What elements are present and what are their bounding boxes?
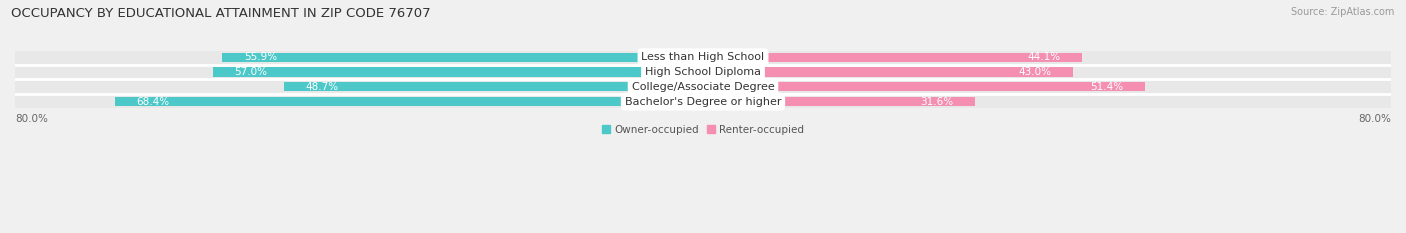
Text: 44.1%: 44.1% [1028, 52, 1060, 62]
Bar [15, 81, 1391, 93]
Bar [703, 68, 1073, 77]
Text: 55.9%: 55.9% [243, 52, 277, 62]
Text: 31.6%: 31.6% [920, 97, 953, 107]
Text: Bachelor's Degree or higher: Bachelor's Degree or higher [624, 97, 782, 107]
Text: College/Associate Degree: College/Associate Degree [631, 82, 775, 92]
Bar [115, 97, 703, 106]
Bar [703, 82, 1144, 91]
Text: OCCUPANCY BY EDUCATIONAL ATTAINMENT IN ZIP CODE 76707: OCCUPANCY BY EDUCATIONAL ATTAINMENT IN Z… [11, 7, 430, 20]
Text: 80.0%: 80.0% [15, 114, 48, 124]
Bar [703, 53, 1083, 62]
Legend: Owner-occupied, Renter-occupied: Owner-occupied, Renter-occupied [598, 121, 808, 139]
Text: 80.0%: 80.0% [1358, 114, 1391, 124]
Text: High School Diploma: High School Diploma [645, 67, 761, 77]
Bar [222, 53, 703, 62]
Bar [15, 66, 1391, 78]
Text: Source: ZipAtlas.com: Source: ZipAtlas.com [1291, 7, 1395, 17]
Bar [15, 95, 1391, 108]
Text: 43.0%: 43.0% [1018, 67, 1052, 77]
Text: 68.4%: 68.4% [136, 97, 169, 107]
Bar [703, 97, 974, 106]
Text: 57.0%: 57.0% [235, 67, 267, 77]
Text: Less than High School: Less than High School [641, 52, 765, 62]
Bar [212, 68, 703, 77]
Bar [15, 51, 1391, 64]
Bar [284, 82, 703, 91]
Text: 51.4%: 51.4% [1091, 82, 1123, 92]
Text: 48.7%: 48.7% [305, 82, 339, 92]
